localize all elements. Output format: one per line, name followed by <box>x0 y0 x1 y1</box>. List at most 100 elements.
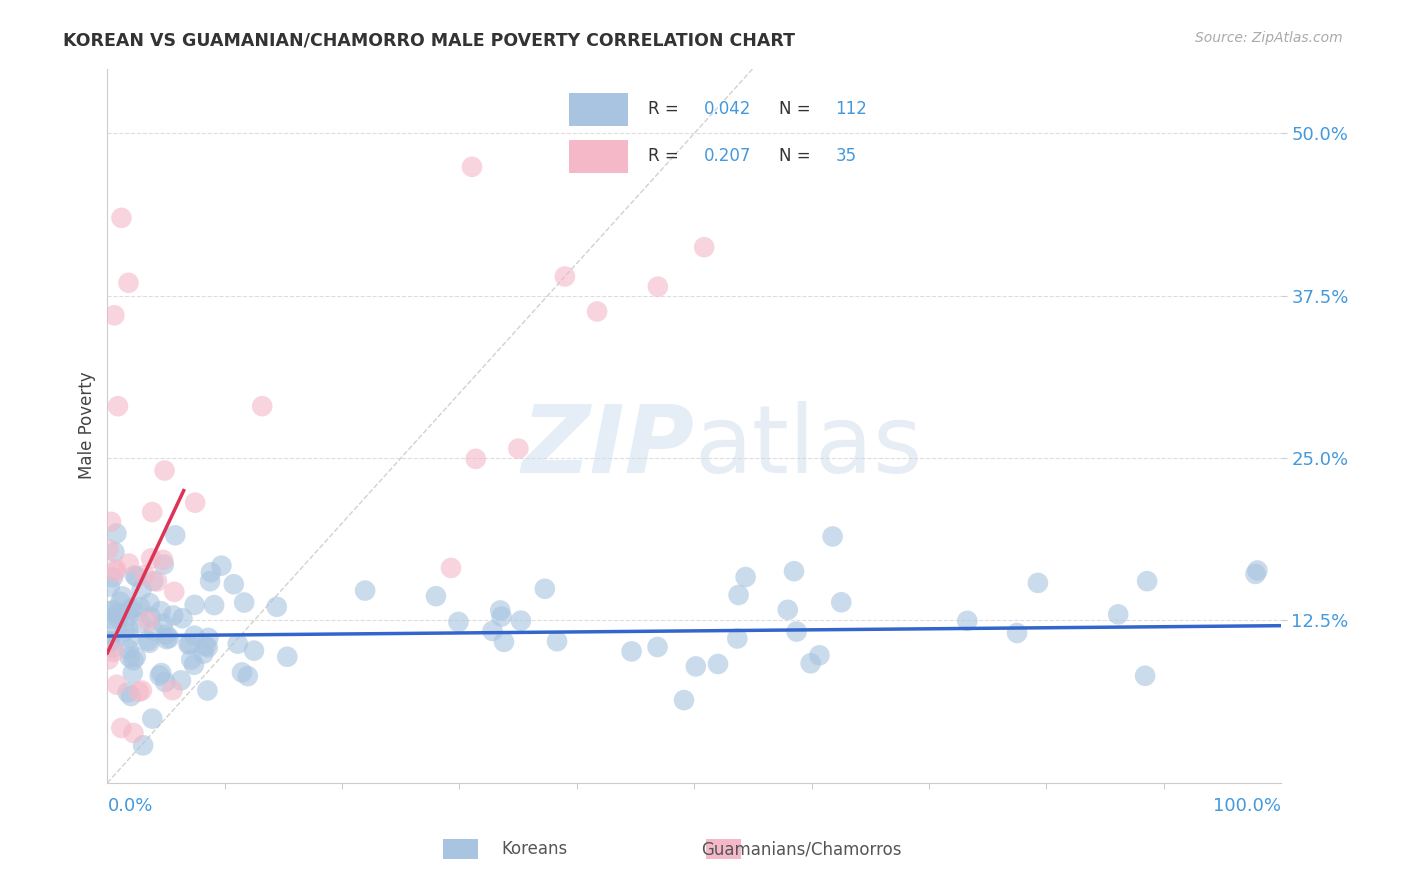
Point <box>124 568 146 582</box>
Point <box>111 590 134 604</box>
Point <box>118 631 141 645</box>
Point <box>233 596 256 610</box>
Point <box>97 604 120 618</box>
Point <box>183 657 205 672</box>
Point <box>489 603 512 617</box>
Point <box>101 603 124 617</box>
Point <box>122 726 145 740</box>
Point <box>786 624 808 639</box>
Point <box>165 528 187 542</box>
Point <box>162 608 184 623</box>
Point <box>508 442 530 456</box>
Point <box>226 637 249 651</box>
Point <box>197 683 219 698</box>
Y-axis label: Male Poverty: Male Poverty <box>79 372 96 480</box>
Point <box>97 542 120 557</box>
Point <box>491 609 513 624</box>
Point <box>156 632 179 647</box>
Point <box>707 657 730 671</box>
Text: 100.0%: 100.0% <box>1213 797 1281 815</box>
Point <box>177 637 200 651</box>
Point <box>776 603 799 617</box>
Point <box>183 629 205 643</box>
Point <box>250 399 273 413</box>
Point <box>197 640 219 655</box>
Point <box>266 599 288 614</box>
Point <box>121 666 143 681</box>
Point <box>425 589 447 603</box>
Point <box>1005 626 1028 640</box>
Point <box>105 678 128 692</box>
Point <box>117 276 139 290</box>
Point <box>141 505 163 519</box>
Text: Koreans: Koreans <box>501 840 568 858</box>
Point <box>586 304 609 318</box>
Point <box>800 657 823 671</box>
Point <box>1107 607 1129 622</box>
Point <box>107 607 129 621</box>
Point <box>461 160 484 174</box>
Point <box>354 583 377 598</box>
Point <box>129 600 152 615</box>
Point <box>97 634 120 648</box>
Point <box>162 683 184 698</box>
Point <box>118 557 141 571</box>
Point <box>152 616 174 631</box>
Text: 0.0%: 0.0% <box>107 797 153 815</box>
Point <box>132 739 155 753</box>
Point <box>481 624 503 638</box>
Point <box>118 650 141 665</box>
Point <box>118 642 141 657</box>
Point <box>110 607 132 622</box>
Point <box>153 675 176 690</box>
Point <box>492 635 515 649</box>
Point <box>101 640 124 655</box>
Point <box>830 595 852 609</box>
Point <box>198 574 221 589</box>
Point <box>150 666 173 681</box>
Point <box>101 612 124 626</box>
Point <box>117 621 139 635</box>
Point <box>128 685 150 699</box>
Point <box>546 634 568 648</box>
Point <box>163 584 186 599</box>
Text: atlas: atlas <box>695 401 922 493</box>
Point <box>110 211 132 225</box>
Point <box>117 685 139 699</box>
Point <box>139 610 162 624</box>
Point <box>105 562 128 576</box>
Point <box>727 588 749 602</box>
Point <box>447 615 470 629</box>
Point <box>98 635 121 649</box>
Point <box>104 565 127 579</box>
Point <box>202 598 225 612</box>
Point <box>179 637 201 651</box>
Point <box>821 529 844 543</box>
Point <box>103 645 125 659</box>
Text: Guamanians/Chamorros: Guamanians/Chamorros <box>702 840 901 858</box>
Point <box>685 659 707 673</box>
Point <box>222 577 245 591</box>
Point <box>211 558 233 573</box>
Text: ZIP: ZIP <box>522 401 695 493</box>
Point <box>197 631 219 645</box>
Point <box>693 240 716 254</box>
Point <box>138 636 160 650</box>
Point <box>110 721 132 735</box>
Point <box>120 689 142 703</box>
Point <box>136 633 159 648</box>
Point <box>276 649 298 664</box>
Text: KOREAN VS GUAMANIAN/CHAMORRO MALE POVERTY CORRELATION CHART: KOREAN VS GUAMANIAN/CHAMORRO MALE POVERT… <box>63 31 796 49</box>
Point <box>153 558 176 572</box>
Point <box>734 570 756 584</box>
Point <box>105 526 128 541</box>
Point <box>1246 564 1268 578</box>
Point <box>138 596 160 610</box>
Point <box>142 574 165 588</box>
Point <box>149 604 172 618</box>
Point <box>183 598 205 612</box>
Point <box>172 611 194 625</box>
Point <box>157 631 180 645</box>
Point <box>101 570 124 584</box>
Point <box>647 640 669 654</box>
